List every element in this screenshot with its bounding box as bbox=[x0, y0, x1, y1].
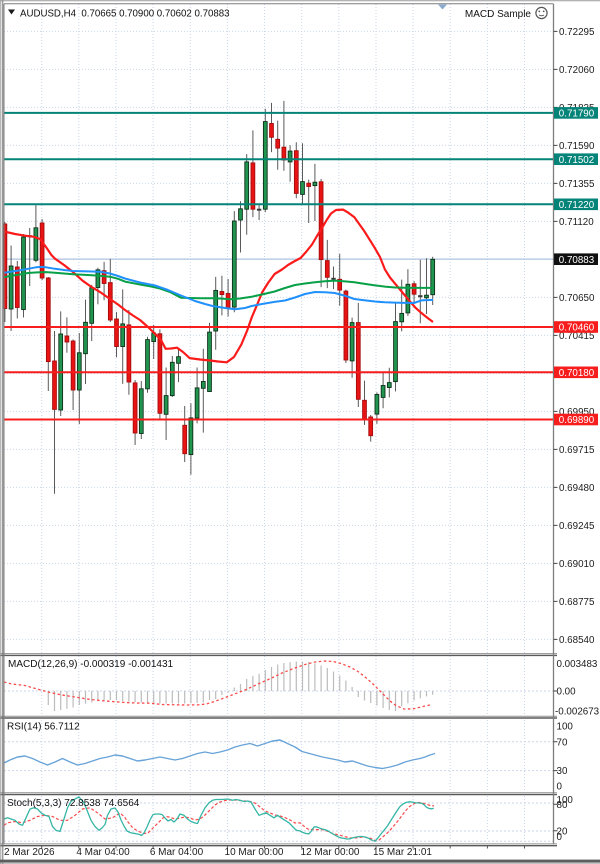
svg-text:MACD(12,26,9) -0.000319 -0.001: MACD(12,26,9) -0.000319 -0.001431 bbox=[8, 659, 174, 670]
svg-text:100: 100 bbox=[557, 795, 574, 806]
svg-text:-0.002673: -0.002673 bbox=[555, 707, 600, 718]
svg-text:0.71790: 0.71790 bbox=[559, 109, 595, 120]
svg-text:Stoch(5,3,3) 72.8538 74.6564: Stoch(5,3,3) 72.8538 74.6564 bbox=[7, 798, 140, 809]
svg-text:0.71502: 0.71502 bbox=[559, 155, 594, 166]
svg-text:0.70460: 0.70460 bbox=[559, 323, 595, 334]
svg-text:0.00: 0.00 bbox=[557, 687, 577, 698]
svg-text:0.70180: 0.70180 bbox=[559, 368, 595, 379]
svg-text:100: 100 bbox=[557, 722, 574, 733]
svg-text:0.69950: 0.69950 bbox=[559, 407, 595, 418]
svg-text:80: 80 bbox=[557, 800, 568, 811]
svg-text:0.72060: 0.72060 bbox=[559, 65, 595, 76]
svg-text:0.71120: 0.71120 bbox=[559, 217, 594, 228]
svg-text:0.69890: 0.69890 bbox=[559, 415, 595, 426]
svg-text:0: 0 bbox=[557, 832, 563, 843]
svg-text:30: 30 bbox=[557, 766, 568, 777]
svg-text:0.71355: 0.71355 bbox=[559, 179, 595, 190]
svg-text:0.70883: 0.70883 bbox=[559, 255, 595, 266]
svg-text:0.70650: 0.70650 bbox=[559, 293, 595, 304]
svg-text:70: 70 bbox=[557, 737, 568, 748]
svg-text:0.71220: 0.71220 bbox=[559, 200, 595, 211]
svg-text:6 Mar 04:00: 6 Mar 04:00 bbox=[150, 847, 204, 858]
svg-text:10 Mar 00:00: 10 Mar 00:00 bbox=[225, 847, 284, 858]
svg-text:20: 20 bbox=[557, 826, 568, 837]
svg-text:MACD Sample: MACD Sample bbox=[465, 9, 532, 20]
svg-text:4 Mar 04:00: 4 Mar 04:00 bbox=[76, 847, 130, 858]
svg-text:0.69010: 0.69010 bbox=[559, 559, 595, 570]
svg-text:15 Mar 21:01: 15 Mar 21:01 bbox=[373, 847, 432, 858]
svg-text:0.69245: 0.69245 bbox=[559, 521, 595, 532]
svg-text:0: 0 bbox=[557, 782, 563, 793]
svg-text:12 Mar 00:00: 12 Mar 00:00 bbox=[301, 847, 360, 858]
svg-text:0.69715: 0.69715 bbox=[559, 445, 595, 456]
svg-text:0.68775: 0.68775 bbox=[559, 597, 595, 608]
svg-text:0.70415: 0.70415 bbox=[559, 331, 595, 342]
svg-text:2 Mar 2026: 2 Mar 2026 bbox=[4, 847, 55, 858]
svg-text:0.68540: 0.68540 bbox=[559, 635, 595, 646]
svg-text:0.69480: 0.69480 bbox=[559, 483, 595, 494]
svg-text:0.71590: 0.71590 bbox=[559, 141, 595, 152]
svg-text:RSI(14) 56.7112: RSI(14) 56.7112 bbox=[7, 722, 80, 733]
svg-text:0.72295: 0.72295 bbox=[559, 27, 595, 38]
svg-text:AUDUSD,H4 0.70665 0.70900 0.7: AUDUSD,H4 0.70665 0.70900 0.70602 0.7088… bbox=[20, 9, 230, 20]
svg-text:0.003483: 0.003483 bbox=[557, 659, 598, 670]
